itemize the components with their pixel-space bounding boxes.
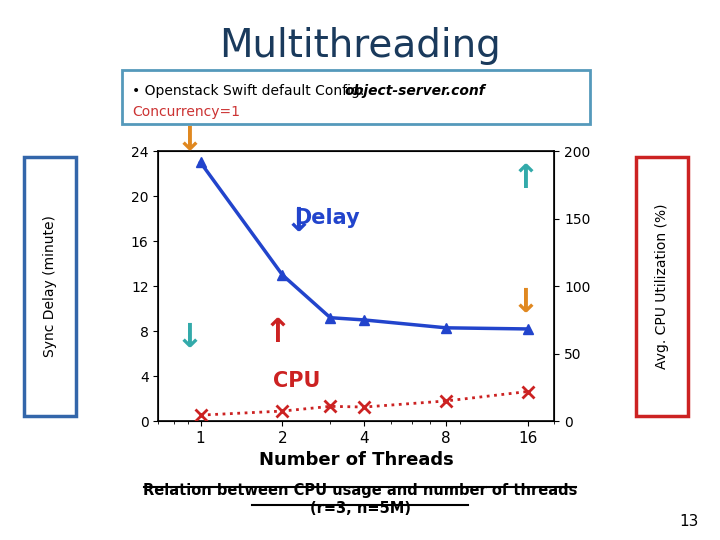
Text: Avg. CPU Utilization (%): Avg. CPU Utilization (%) [655, 204, 670, 369]
Text: ↓: ↓ [176, 124, 203, 157]
Text: Concurrency=1: Concurrency=1 [132, 105, 240, 119]
FancyBboxPatch shape [122, 70, 590, 124]
Text: ↑: ↑ [264, 315, 291, 349]
Text: ↓: ↓ [512, 286, 539, 319]
Text: CPU: CPU [273, 372, 320, 392]
Text: object-server.conf: object-server.conf [345, 84, 485, 98]
Text: 13: 13 [679, 514, 698, 529]
Text: Multithreading: Multithreading [219, 27, 501, 65]
Text: (r=3, n=5M): (r=3, n=5M) [310, 501, 410, 516]
Text: Sync Delay (minute): Sync Delay (minute) [43, 215, 58, 357]
FancyBboxPatch shape [636, 157, 688, 416]
Text: ↓: ↓ [176, 321, 203, 354]
Text: ↓: ↓ [285, 205, 312, 238]
Text: ↑: ↑ [512, 161, 539, 195]
X-axis label: Number of Threads: Number of Threads [259, 451, 454, 469]
Text: Delay: Delay [294, 208, 359, 228]
Text: • Openstack Swift default Config:: • Openstack Swift default Config: [132, 84, 373, 98]
Text: Relation between CPU usage and number of threads: Relation between CPU usage and number of… [143, 483, 577, 498]
FancyBboxPatch shape [24, 157, 76, 416]
